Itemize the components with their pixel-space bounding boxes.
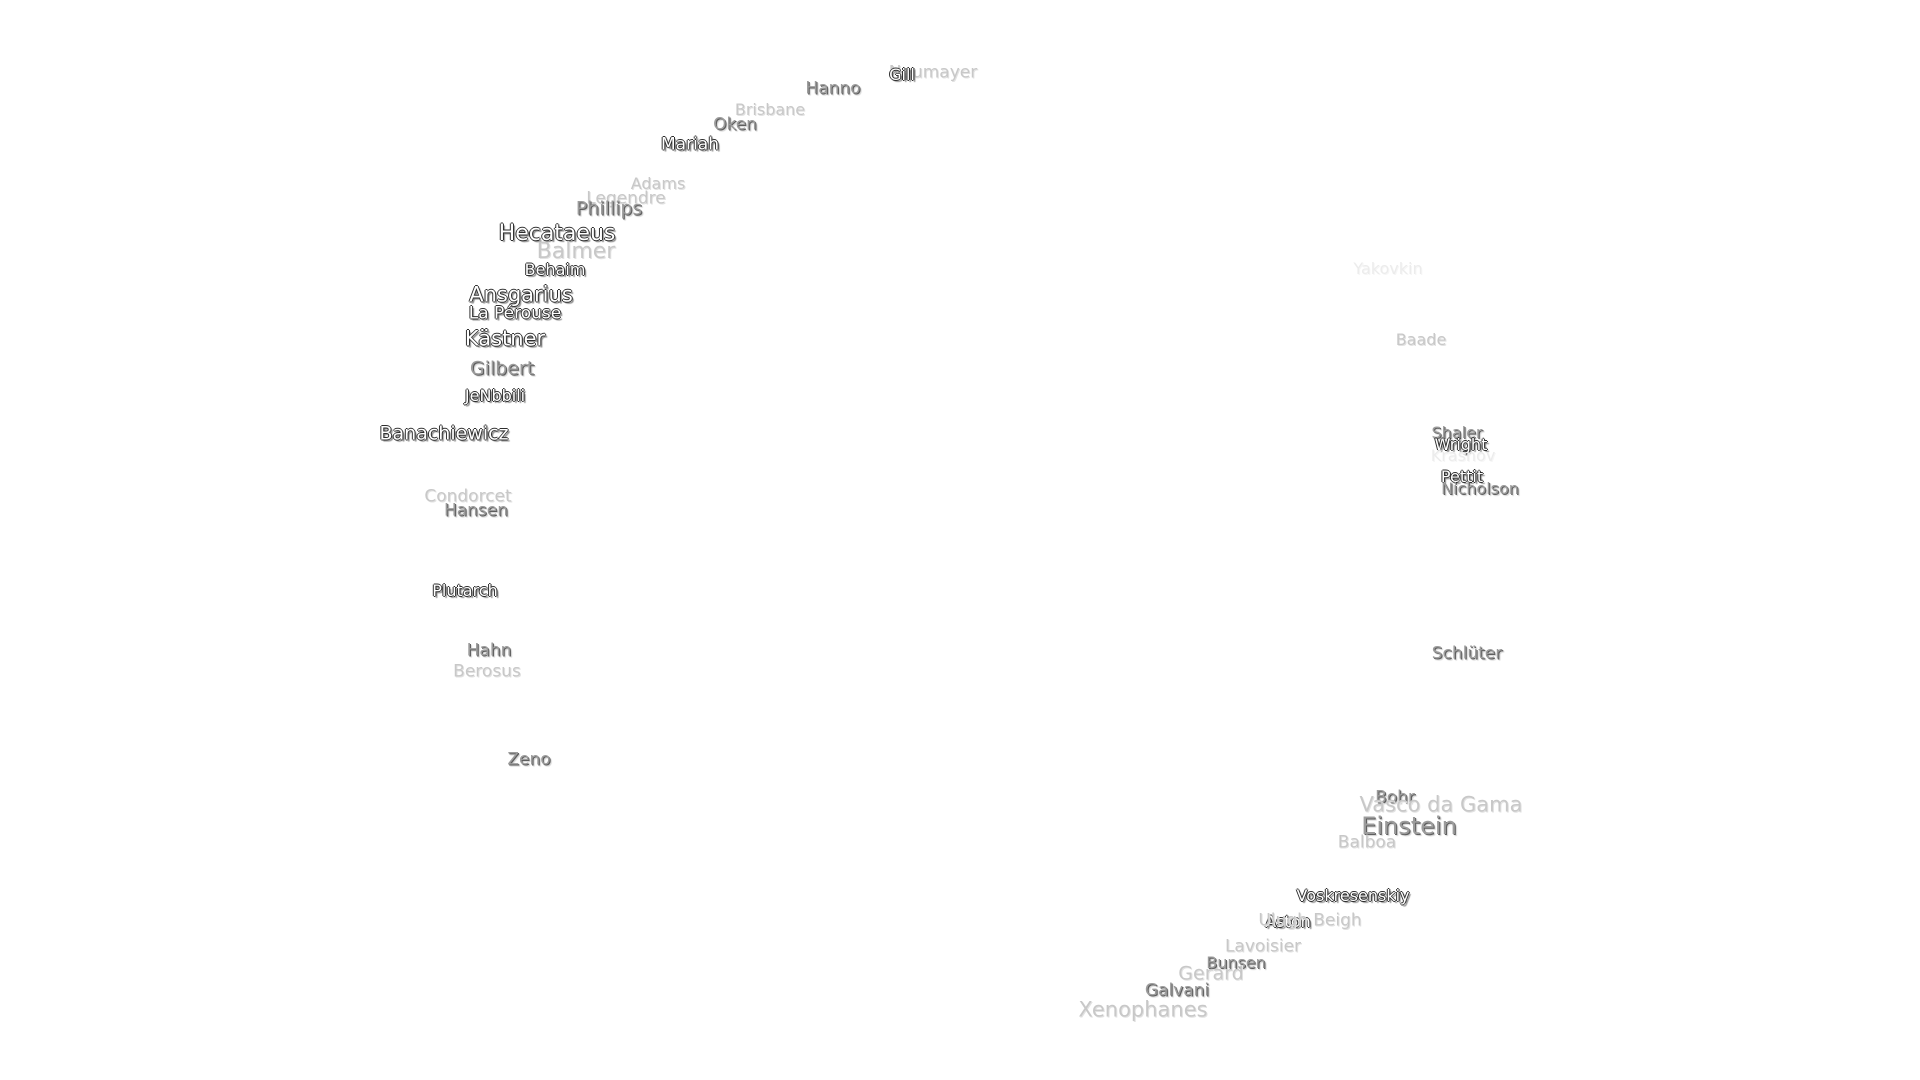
label-balboa: Balboa [1337,832,1397,853]
label-jenbbili: JeNbbili [464,386,526,405]
label-oken: Oken [713,114,757,135]
label-shaler: Shaler [1431,423,1483,442]
label-aston: Aston [1265,912,1311,931]
label-zeno: Zeno [507,749,551,770]
label-balmer: Balmer [536,239,616,264]
label-phillips: Phillips [575,197,643,220]
label-hecataeus: Hecataeus [498,221,616,246]
label-mariah: Mariah [661,134,719,155]
label-adams: Adams [630,174,686,193]
label-condorcet: Condorcet [424,486,512,507]
label-hahn: Hahn [466,640,512,661]
label-plutarch: Plutarch [432,581,498,600]
label-nicholson: Nicholson [1441,479,1519,498]
label-schluter: Schlüter [1431,643,1503,664]
label-kastner: Kästner [464,326,546,351]
label-hansen: Hansen [443,500,509,521]
label-la-perouse: La Pérouse [468,303,562,324]
label-krasnov: Krasnov [1430,446,1496,465]
label-ansgarius: Ansgarius [469,282,573,307]
label-lavoisier: Lavoisier [1224,936,1302,957]
label-behaim: Behaim [524,260,586,279]
label-legendre: Legendre [586,188,666,209]
label-yakovkin: Yakovkin [1353,259,1423,278]
label-gerard: Gerard [1178,962,1244,985]
label-bunsen: Bunsen [1206,953,1266,972]
label-gilbert: Gilbert [469,357,535,380]
label-wright: Wright [1434,435,1488,454]
label-pettit: Pettit [1440,467,1484,486]
label-neumayer: Neumayer [888,62,978,83]
label-einstein: Einstein [1361,812,1457,840]
label-gill: Gill [889,65,915,84]
label-banachiewicz: Banachiewicz [379,422,509,445]
label-brisbane: Brisbane [734,100,806,119]
label-xenophanes: Xenophanes [1078,997,1208,1022]
label-baade: Baade [1395,330,1447,349]
label-ulugh-beigh: Ulugh Beigh [1258,910,1362,931]
label-galvani: Galvani [1144,980,1210,1001]
label-hanno: Hanno [805,78,861,99]
label-berosus: Berosus [453,661,521,682]
label-voskresenskiy: Voskresenskiy [1296,886,1410,905]
label-bohr: Bohr [1375,787,1415,808]
label-vasco-da-gama: Vasco da Gama [1359,792,1523,817]
